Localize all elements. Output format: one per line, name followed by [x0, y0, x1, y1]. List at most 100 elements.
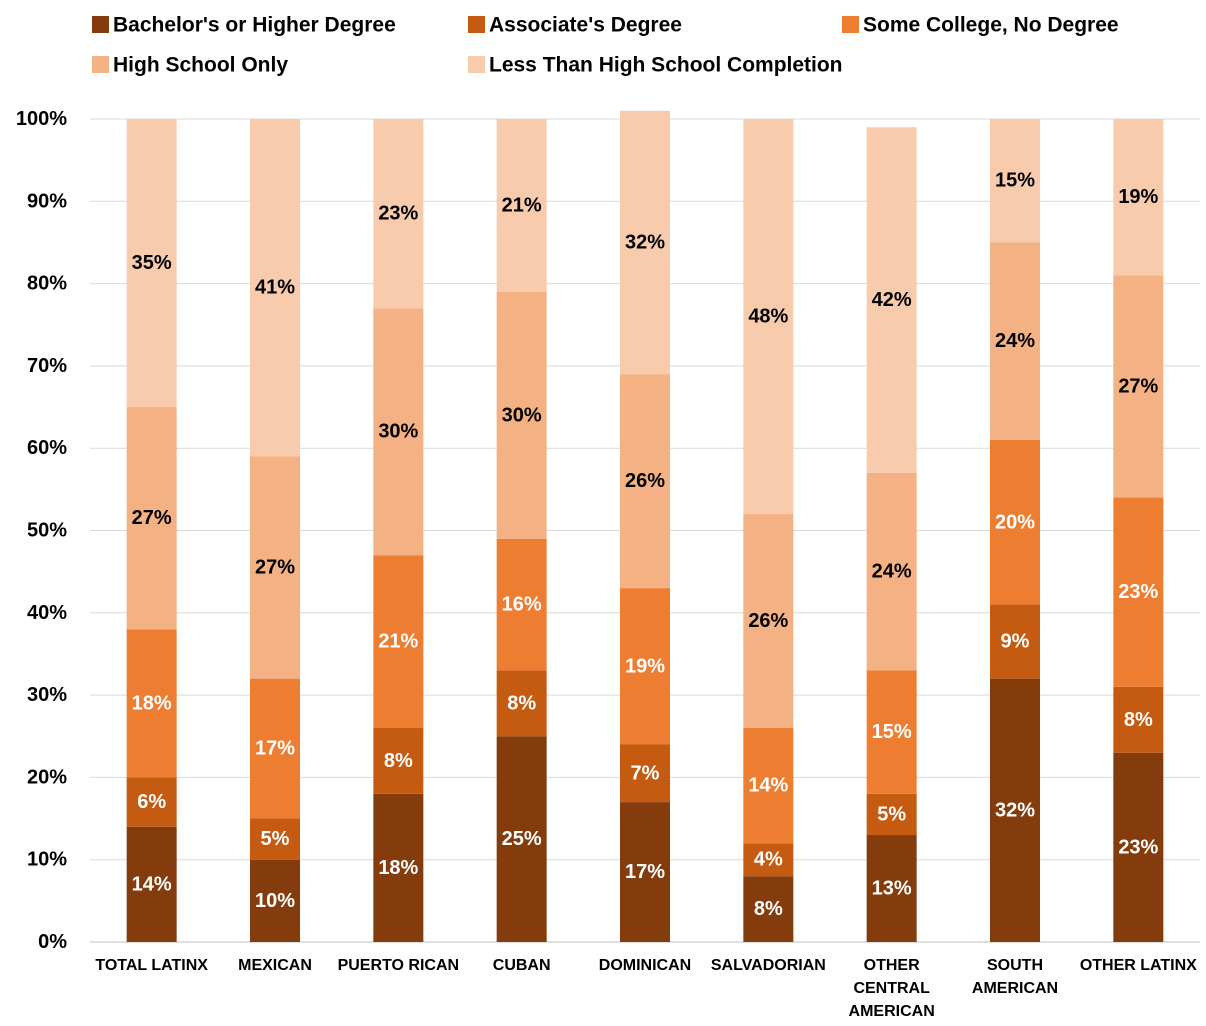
x-category-label-line: MEXICAN	[238, 957, 312, 974]
bar-segment	[990, 678, 1040, 942]
bar-stack: 13% 5% 15% 24% 42%	[866, 127, 917, 942]
bar-stack: 18% 8% 21% 30% 23%	[373, 119, 424, 942]
bar-segment	[1113, 752, 1164, 942]
bar-stack: 14% 6% 18% 27% 35%	[126, 119, 177, 942]
bar-segment	[990, 119, 1040, 243]
data-label: 27%	[255, 557, 295, 579]
y-tick-label: 20%	[27, 766, 67, 788]
bar-segment	[250, 818, 300, 860]
data-label: 8%	[754, 898, 783, 920]
bar-segment	[496, 119, 547, 292]
bar-stack: 32% 9% 20% 24% 15%	[990, 119, 1040, 942]
data-label: 26%	[625, 470, 665, 492]
y-tick-label: 100%	[16, 108, 67, 130]
data-label: 5%	[261, 828, 290, 850]
bars: 14%6%18%27%35%10%5%17%27%41%18%8%21%30%2…	[126, 110, 1164, 942]
data-label: 26%	[748, 610, 788, 632]
legend-label-5: Less Than High School Completion	[489, 54, 843, 77]
x-category-label-line: PUERTO RICAN	[338, 957, 460, 974]
bar-segment	[496, 736, 547, 942]
bar-segment	[1113, 686, 1164, 753]
x-category-label: SOUTH AMERICAN	[972, 957, 1058, 997]
bar-segment	[496, 670, 547, 737]
legend-label-2: Associate's Degree	[489, 14, 682, 37]
data-label: 35%	[132, 252, 172, 274]
bar-segment	[1113, 497, 1164, 687]
bar-segment	[496, 538, 547, 671]
legend-swatch-2	[468, 16, 485, 33]
bar-segment	[743, 119, 794, 515]
x-category-label: SALVADORIAN	[711, 957, 826, 974]
data-label: 21%	[378, 631, 418, 653]
x-axis: TOTAL LATINX MEXICAN PUERTO RICAN CUBAN DOMI…	[95, 957, 1197, 1020]
bar-segment	[866, 127, 917, 473]
data-label: 8%	[507, 692, 536, 714]
bar-segment	[1113, 119, 1164, 276]
data-label: 23%	[378, 203, 418, 225]
legend-swatch-5	[468, 56, 485, 73]
bar-segment	[866, 472, 917, 671]
bar-segment	[126, 407, 177, 630]
data-label: 14%	[748, 775, 788, 797]
y-tick-label: 0%	[38, 931, 67, 953]
legend-label-4: High School Only	[113, 54, 288, 77]
legend-label-3: Some College, No Degree	[863, 14, 1119, 37]
y-axis: 0% 10% 20% 30% 40% 50% 60% 70% 80% 90% 100%	[16, 108, 67, 953]
bar-segment	[250, 119, 300, 457]
bar-segment	[496, 291, 547, 539]
bar-segment	[250, 859, 300, 942]
data-label: 17%	[625, 861, 665, 883]
x-category-label-line: DOMINICAN	[599, 957, 691, 974]
bar-segment	[743, 876, 794, 942]
y-tick-label: 90%	[27, 190, 67, 212]
bar-segment	[866, 793, 917, 836]
legend: Bachelor's or Higher Degree Associate's D…	[92, 14, 1119, 77]
x-category-label: OTHER CENTRAL AMERICAN	[849, 957, 935, 1020]
legend-label-1: Bachelor's or Higher Degree	[113, 14, 396, 37]
bar-segment	[620, 802, 670, 942]
bar-segment	[990, 439, 1040, 605]
bar-segment	[990, 242, 1040, 440]
x-category-label: MEXICAN	[238, 957, 312, 974]
x-category-label-line: TOTAL LATINX	[95, 957, 208, 974]
x-category-label: OTHER LATINX	[1080, 957, 1197, 974]
bar-segment	[743, 728, 794, 844]
x-category-label-line: OTHER LATINX	[1080, 957, 1197, 974]
bar-segment	[250, 678, 300, 819]
data-label: 15%	[872, 721, 912, 743]
x-category-label-line: SOUTH	[987, 957, 1043, 974]
data-label: 32%	[625, 231, 665, 253]
bar-segment	[126, 777, 177, 827]
y-tick-label: 80%	[27, 273, 67, 295]
bar-segment	[126, 629, 177, 778]
bar-segment	[620, 110, 670, 375]
data-label: 42%	[872, 289, 912, 311]
bar-segment	[373, 119, 424, 309]
bar-stack: 23% 8% 23% 27% 19%	[1113, 119, 1164, 942]
bar-segment	[743, 514, 794, 729]
legend-swatch-4	[92, 56, 109, 73]
data-label: 19%	[625, 655, 665, 677]
x-category-label: CUBAN	[493, 957, 551, 974]
y-tick-label: 10%	[27, 849, 67, 871]
bar-segment	[373, 793, 424, 942]
legend-swatch-3	[842, 16, 859, 33]
data-label: 30%	[378, 421, 418, 443]
data-label: 6%	[137, 791, 166, 813]
bar-stack: 17% 7% 19% 26% 32%	[620, 110, 670, 942]
bar-segment	[250, 456, 300, 679]
x-category-label-line: AMERICAN	[849, 1003, 935, 1020]
data-label: 32%	[995, 799, 1035, 821]
bar-stack: 10% 5% 17% 27% 41%	[250, 119, 300, 942]
data-label: 13%	[872, 878, 912, 900]
data-label: 15%	[995, 170, 1035, 192]
x-category-label: PUERTO RICAN	[338, 957, 460, 974]
bar-segment	[1113, 275, 1164, 498]
data-label: 14%	[132, 873, 172, 895]
data-label: 23%	[1118, 581, 1158, 603]
x-category-label-line: CENTRAL	[853, 980, 930, 997]
bar-segment	[373, 308, 424, 556]
data-label: 24%	[995, 330, 1035, 352]
data-label: 7%	[631, 762, 660, 784]
